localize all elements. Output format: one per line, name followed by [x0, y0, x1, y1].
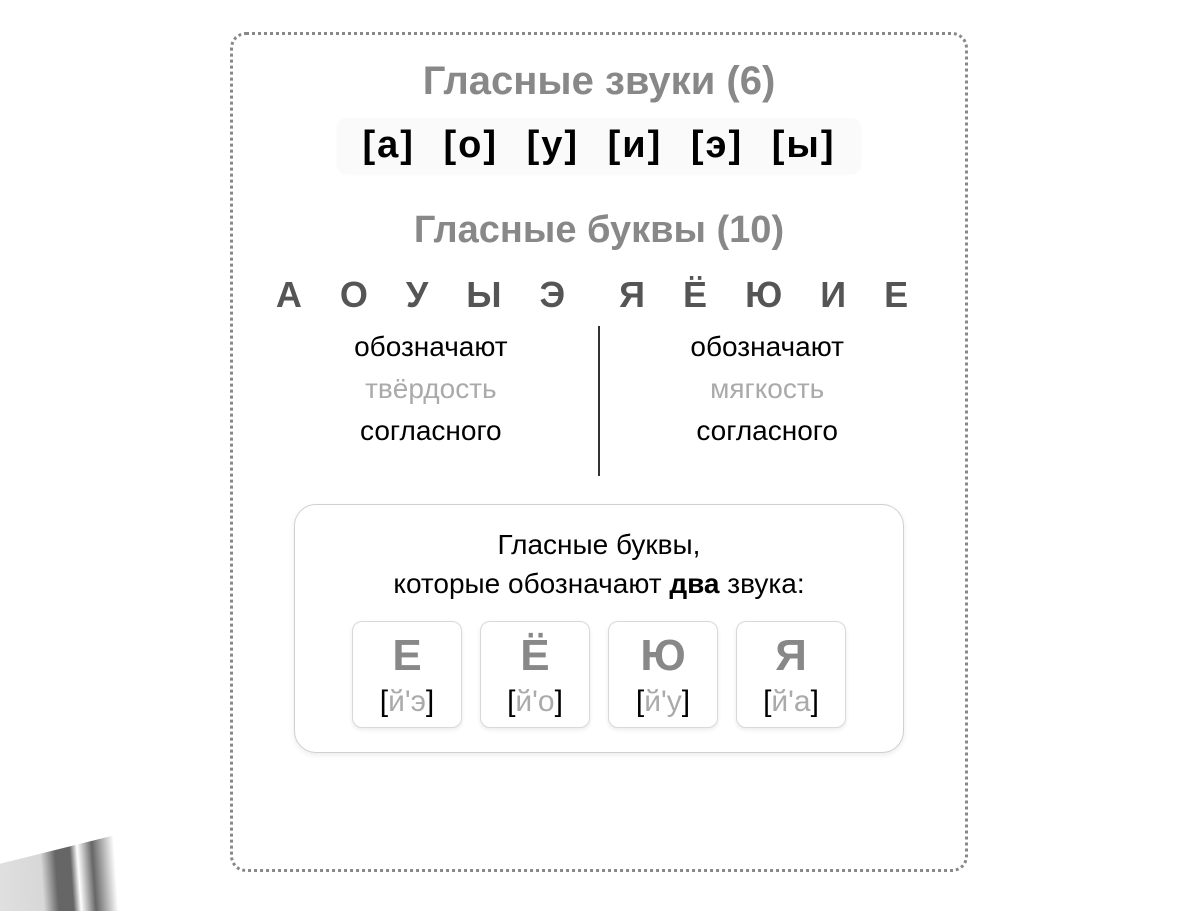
col-line: мягкость [608, 368, 926, 410]
sound-item: [э] [691, 124, 743, 166]
sounds-title: Гласные звуки (6) [423, 59, 776, 104]
letter-group-soft: Я Ё Ю И Е [619, 274, 922, 316]
column-soft: обозначают мягкость согласного [608, 326, 926, 476]
letters-row: А О У Ы Э Я Ё Ю И Е [253, 274, 945, 316]
cards-row: Е [й'э] Ё [й'о] Ю [й'у] Я [й'а] [319, 621, 879, 727]
title-line-post: звука: [720, 568, 805, 599]
title-line-pre: которые обозначают [393, 568, 669, 599]
two-sounds-title: Гласные буквы, которые обозначают два зв… [319, 525, 879, 603]
col-line: обозначают [608, 326, 926, 368]
card-transcription: [й'а] [741, 685, 841, 719]
sounds-row: [а] [о] [у] [и] [э] [ы] [337, 118, 862, 173]
vertical-divider [598, 326, 600, 476]
letters-title: Гласные буквы (10) [414, 209, 784, 252]
letter-group-hard: А О У Ы Э [276, 274, 579, 316]
sound-item: [и] [608, 124, 663, 166]
col-line: согласного [272, 410, 590, 452]
card-letter: Е [357, 632, 457, 680]
title-line: Гласные буквы, [498, 529, 701, 560]
card-transcription: [й'э] [357, 685, 457, 719]
column-hard: обозначают твёрдость согласного [272, 326, 590, 476]
sound-item: [ы] [772, 124, 836, 166]
letter-card: Ё [й'о] [480, 621, 590, 727]
title-line-bold: два [669, 568, 719, 599]
card-transcription: [й'у] [613, 685, 713, 719]
col-line: согласного [608, 410, 926, 452]
card-letter: Ё [485, 632, 585, 680]
card-letter: Я [741, 632, 841, 680]
two-sounds-card: Гласные буквы, которые обозначают два зв… [294, 504, 904, 753]
card-transcription: [й'о] [485, 685, 585, 719]
letter-card: Е [й'э] [352, 621, 462, 727]
two-columns: обозначают твёрдость согласного обознача… [253, 326, 945, 476]
sound-item: [о] [444, 124, 499, 166]
sound-item: [а] [363, 124, 415, 166]
card-letter: Ю [613, 632, 713, 680]
letter-card: Я [й'а] [736, 621, 846, 727]
col-line: твёрдость [272, 368, 590, 410]
letter-card: Ю [й'у] [608, 621, 718, 727]
main-frame: Гласные звуки (6) [а] [о] [у] [и] [э] [ы… [230, 32, 968, 872]
sound-item: [у] [527, 124, 579, 166]
col-line: обозначают [272, 326, 590, 368]
